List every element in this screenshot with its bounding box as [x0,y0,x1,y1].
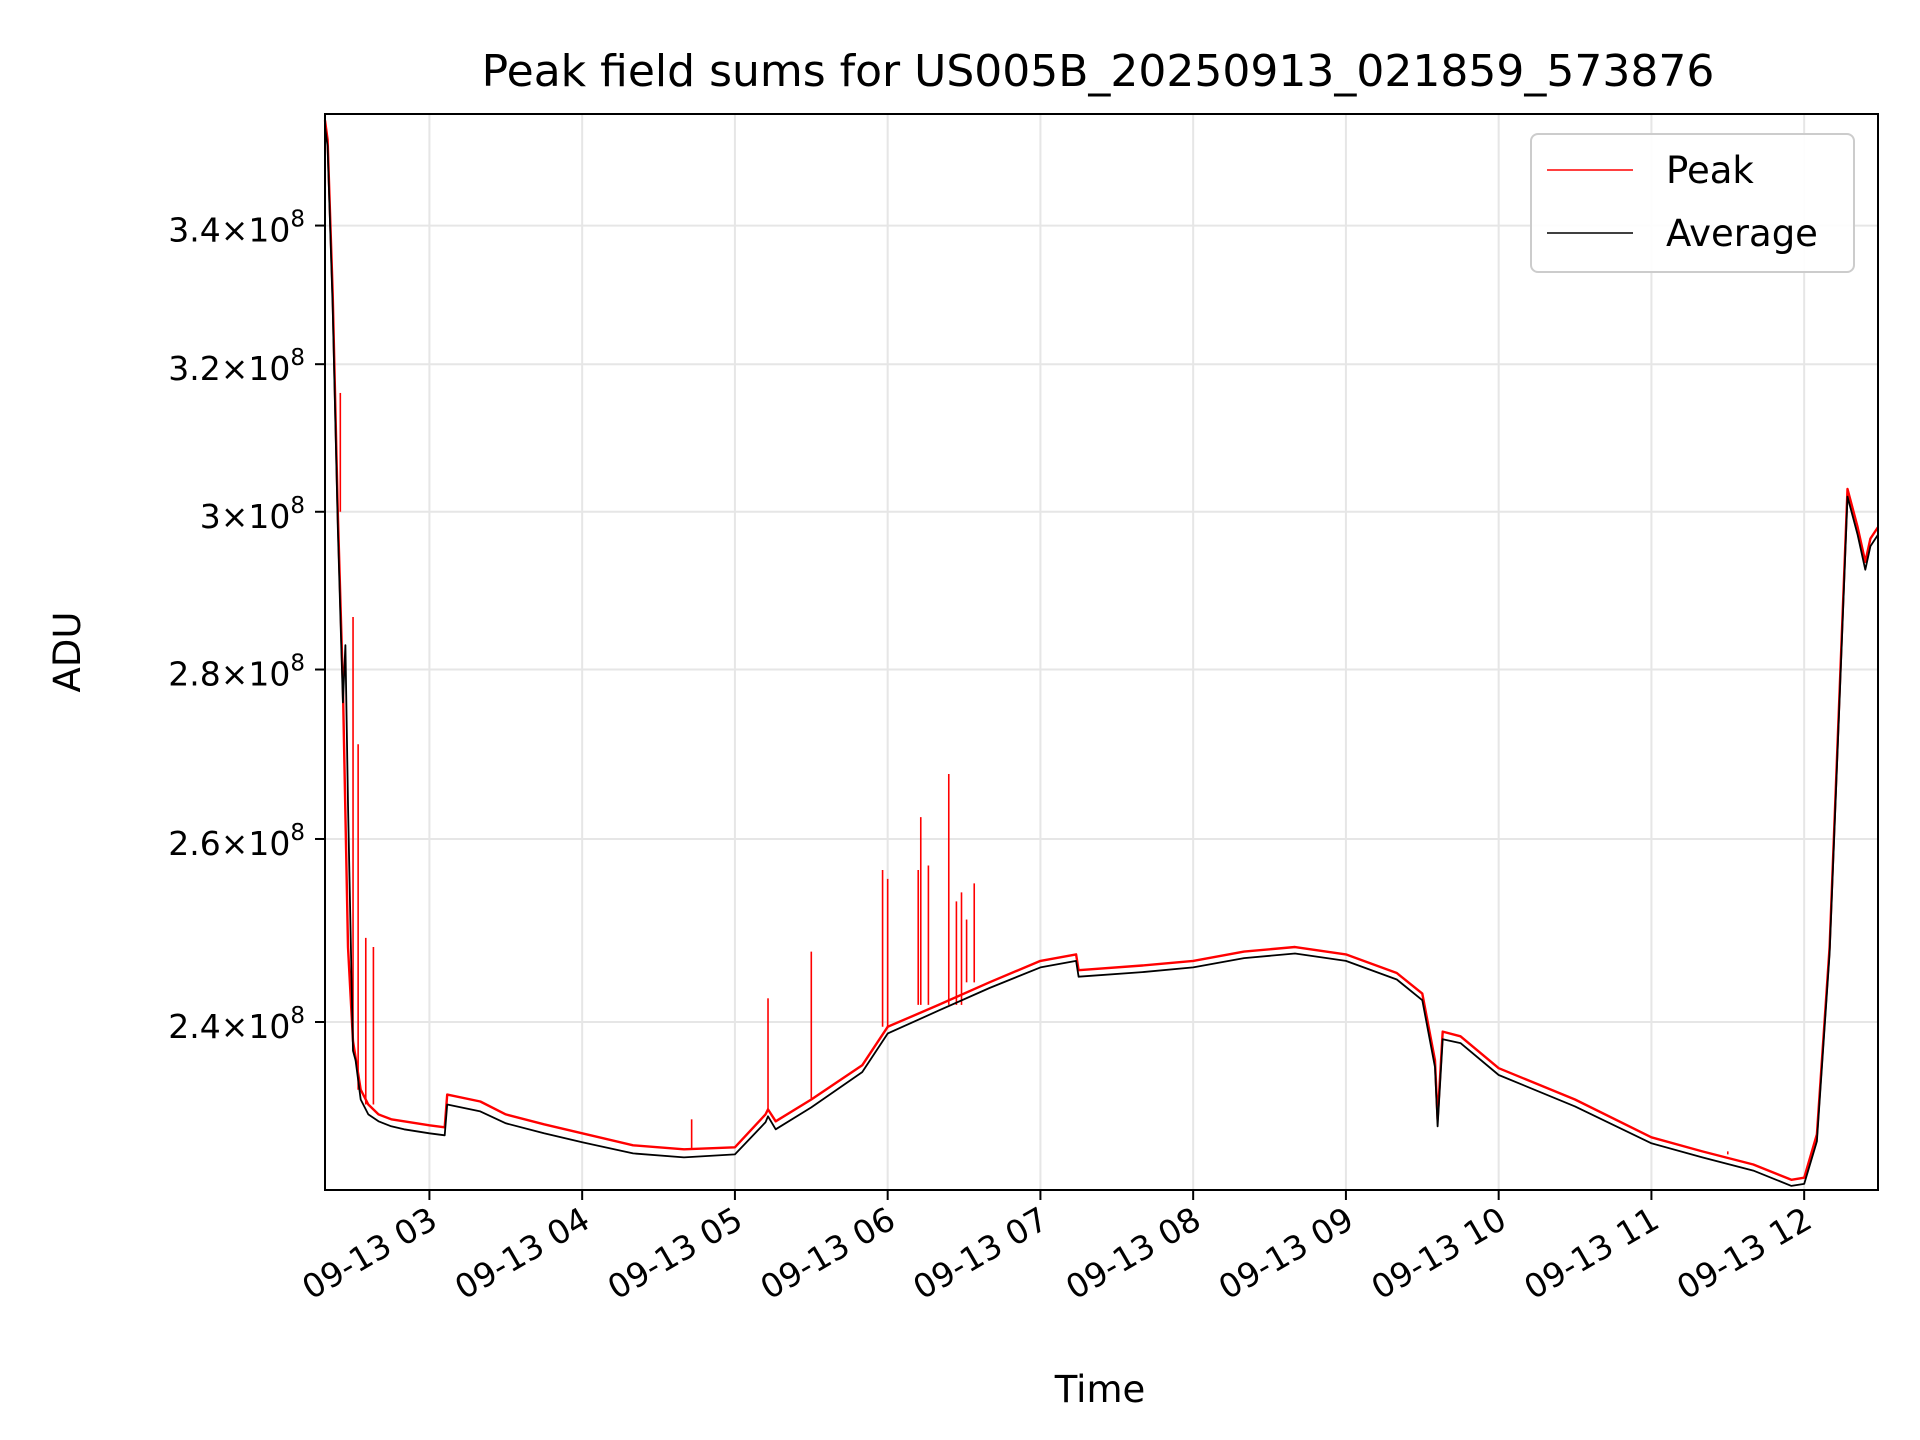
grid [325,114,1878,1190]
y-tick-label: 3.2×108 [168,345,305,388]
legend-peak-label: Peak [1666,149,1754,192]
peak-series-line [323,120,1880,1182]
legend-box [1530,133,1855,273]
y-tick-label: 2.6×108 [168,820,305,863]
average-series-line [324,126,1879,1187]
y-axis: 2.4×108 2.6×108 2.8×108 3×108 3.2×108 3.4×108 [168,207,325,1046]
y-tick-label: 2.4×108 [168,1003,305,1046]
legend: Peak Average [1530,133,1855,273]
plot-frame [324,113,1879,1191]
x-axis-label: Time [1054,1368,1146,1411]
chart-title: Peak field sums for US005B_20250913_0218… [482,46,1715,97]
y-tick-label: 2.8×108 [168,651,305,694]
y-tick-label: 3×108 [200,493,305,536]
y-tick-label: 3.4×108 [168,207,305,250]
y-axis-label: ADU [46,612,89,693]
legend-average-label: Average [1666,212,1818,255]
series-layer [323,120,1880,1187]
